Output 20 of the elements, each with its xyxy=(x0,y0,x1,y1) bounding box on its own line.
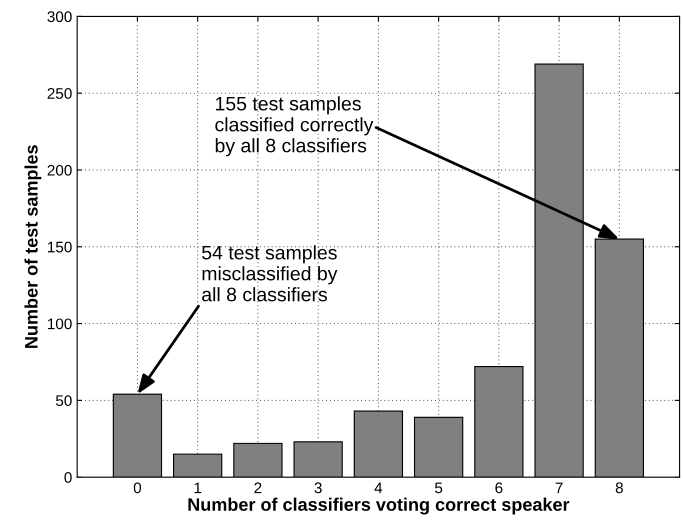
x-tick-label: 7 xyxy=(556,482,563,494)
x-tick-label: 0 xyxy=(134,482,142,494)
y-axis-title: Number of test samples xyxy=(24,145,42,348)
y-tick-label: 250 xyxy=(48,88,72,99)
x-tick-label: 1 xyxy=(194,482,202,494)
y-tick-label: 50 xyxy=(56,395,72,406)
annotation: 54 test samples misclassified by all 8 classifiers xyxy=(202,245,338,302)
x-tick-label: 6 xyxy=(495,482,502,494)
x-axis-title: Number of classifiers voting correct speaker xyxy=(188,498,570,515)
x-tick-label: 4 xyxy=(374,482,382,494)
x-tick-label: 3 xyxy=(314,482,322,494)
y-tick-label: 200 xyxy=(48,164,72,176)
y-tick-label: 150 xyxy=(48,242,72,252)
x-tick-label: 2 xyxy=(254,482,262,494)
x-tick-label: 8 xyxy=(616,482,623,494)
annotation: 155 test samples classified correctly by all 8 classifiers xyxy=(215,96,374,156)
y-tick-label: 100 xyxy=(48,318,72,330)
y-tick-label: 0 xyxy=(64,472,72,483)
x-tick-label: 5 xyxy=(434,482,442,494)
y-tick-label: 300 xyxy=(47,11,72,22)
